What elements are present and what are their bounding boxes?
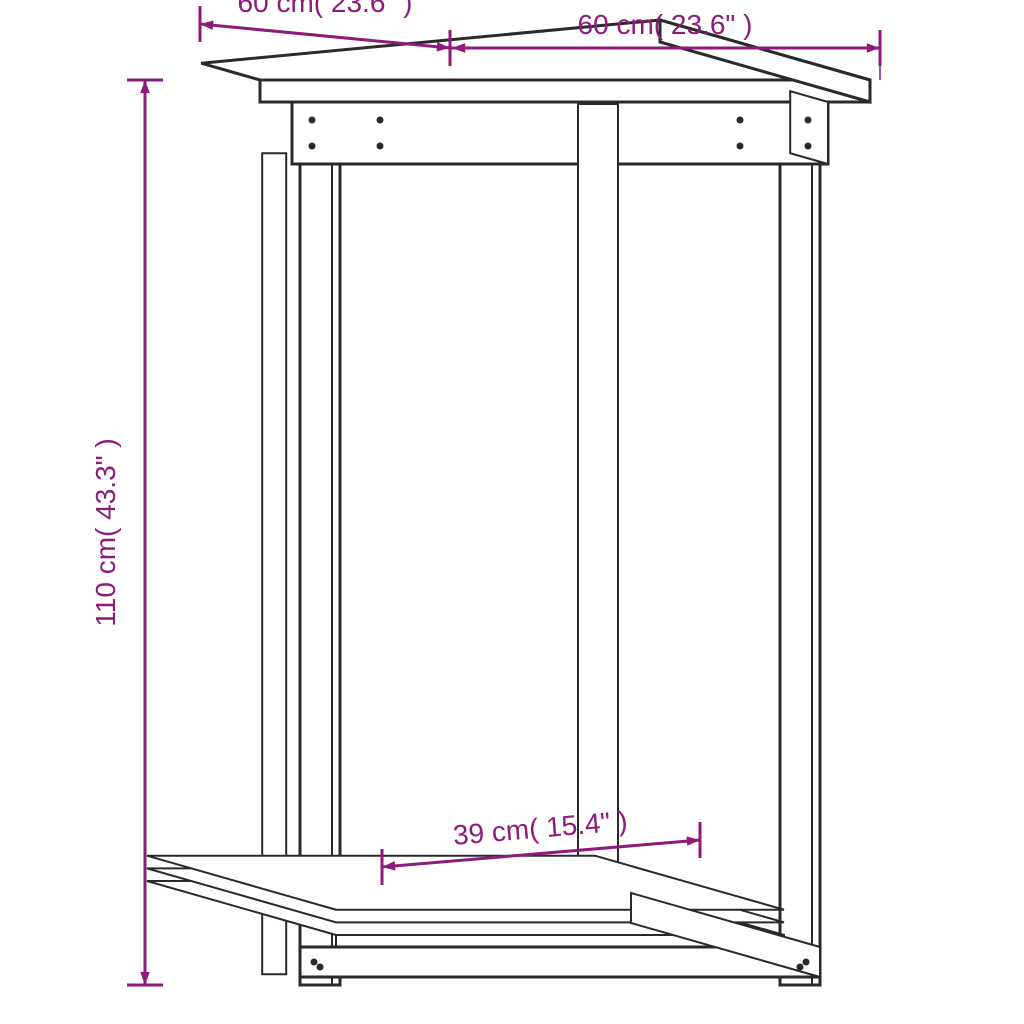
dimension-label-width: 60 cm( 23.6" ) [578,9,753,40]
dimension-label-height: 110 cm( 43.3" ) [90,438,121,626]
dimension-label-depth: 60 cm( 23.6" ) [238,0,413,18]
